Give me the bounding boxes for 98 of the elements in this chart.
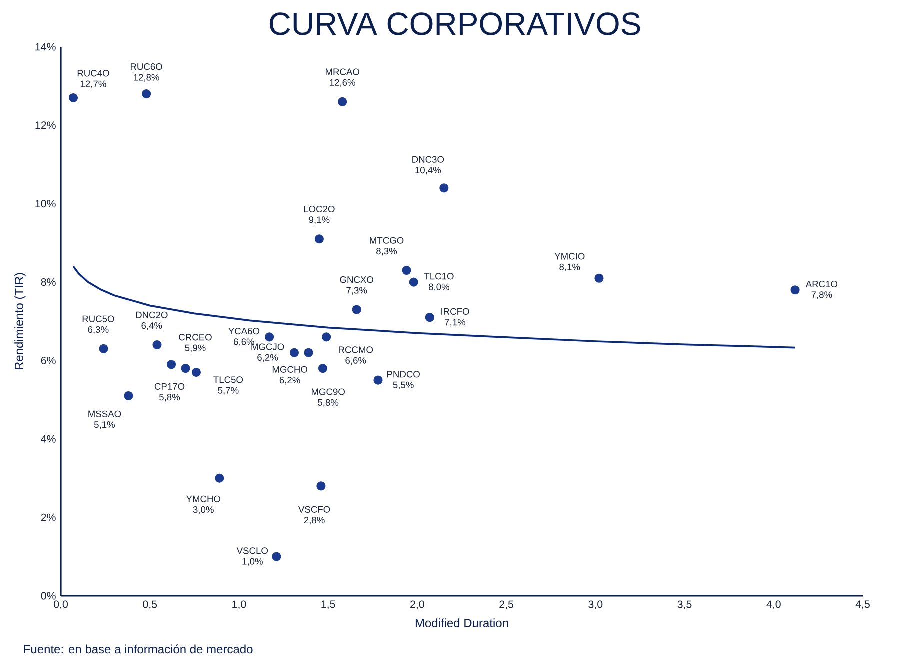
y-tick-label: 2% [41, 514, 56, 522]
x-axis-title: Modified Duration [416, 618, 508, 628]
series-label: YMCHO [186, 496, 221, 502]
data-label: 8,3% [376, 248, 398, 256]
point [338, 97, 348, 106]
data-label: 7,1% [445, 319, 466, 327]
point [124, 391, 134, 401]
data-label: 6,3% [88, 326, 109, 334]
series-label: MGCHO [272, 366, 308, 373]
y-tick-label: 0% [41, 592, 56, 600]
y-axis-title: Rendimiento (TIR) [14, 273, 26, 370]
point [425, 313, 434, 322]
text: YMCIO [554, 253, 585, 260]
series-label: YCA6O [228, 328, 260, 335]
text: MGC9O [312, 388, 345, 396]
data-label: 12,6% [330, 79, 356, 88]
data-label: 6,4% [142, 322, 162, 330]
data-label: 5,7% [218, 387, 239, 395]
x-tick-label: 3,5 [678, 600, 692, 610]
point [316, 482, 326, 491]
data-label: 5,5% [393, 382, 414, 390]
data-label: 8,0% [428, 284, 450, 292]
point [192, 368, 201, 378]
data-label: 7,8% [812, 292, 832, 300]
chart-title: CURVA CORPORATIVOS [270, 12, 640, 36]
point [142, 90, 152, 99]
point [215, 474, 224, 483]
point [374, 376, 383, 385]
point [402, 266, 412, 276]
series-label: MSSAO [88, 410, 122, 418]
data-label: 1,0% [242, 558, 263, 566]
y-tick-label: 4% [41, 435, 56, 443]
y-tick-label: 14% [36, 43, 56, 51]
series-label: CP17O [154, 383, 185, 390]
point [99, 344, 108, 354]
point [440, 184, 449, 193]
point [304, 348, 314, 358]
x-tick-label: 4,0 [766, 600, 781, 610]
y-tick-label: 8% [41, 278, 56, 286]
text: GNCXO [340, 276, 374, 284]
series-label: TLC5O [214, 376, 244, 384]
data-label: 7,3% [346, 287, 368, 295]
point [318, 364, 328, 374]
data-label: 8,1% [560, 264, 580, 272]
data-label: 12,8% [134, 74, 160, 82]
series-label: PNDCO [387, 371, 420, 378]
point [314, 234, 324, 244]
text: LOC2O [304, 206, 335, 213]
text: DNC3O [412, 156, 444, 163]
data-label: 5,8% [159, 394, 180, 402]
data-label: 2,8% [304, 517, 325, 525]
point [594, 274, 604, 283]
text: MTCGO [370, 237, 404, 244]
text: DNC2O [136, 312, 168, 318]
x-tick-label: 4,5 [856, 600, 870, 610]
data-label: 9,1% [309, 216, 330, 224]
data-label: 5,9% [185, 344, 206, 352]
point [181, 364, 190, 374]
text: MRCAO [326, 68, 360, 76]
data-label: 6,2% [258, 354, 278, 362]
data-label: 5,8% [318, 399, 339, 408]
point [272, 552, 282, 562]
x-tick-label: 0,5 [143, 600, 158, 610]
data-label: 5,1% [94, 422, 116, 430]
x-tick-label: 3,0 [588, 600, 603, 610]
series-label: VSCFO [298, 506, 330, 513]
x-tick-label: 1,0 [232, 600, 246, 610]
point [352, 305, 362, 314]
series-label: RCCMO [339, 346, 374, 354]
point [290, 348, 300, 358]
data-label: 6,2% [280, 377, 300, 385]
data-label: 12,7% [80, 80, 106, 88]
data-label: 3,0% [193, 506, 214, 514]
y-tick-label: 10% [36, 200, 56, 208]
point [68, 93, 78, 103]
series-label: RUC4O [78, 70, 110, 77]
text: RUC6O [130, 64, 162, 70]
x-tick-label: 2,5 [500, 600, 514, 610]
point [264, 332, 274, 342]
point [152, 340, 162, 350]
data-label: 6,6% [346, 357, 366, 366]
series-label: VSCLO [236, 548, 268, 554]
point [322, 332, 332, 342]
x-tick-label: 1,5 [322, 600, 336, 610]
point [790, 286, 800, 295]
text: RUC5O [82, 316, 114, 322]
x-tick-label: 0,0 [54, 600, 68, 610]
series-label: IRCFO [442, 308, 470, 315]
data-label: 10,4% [416, 166, 442, 175]
y-tick-label: 12% [36, 122, 56, 130]
series-label: ARC1O [806, 280, 838, 288]
y-tick-label: 6% [41, 356, 56, 364]
series-label: TLC1O [424, 273, 454, 280]
point [409, 278, 418, 287]
x-tick-label: 2,0 [410, 600, 424, 610]
text: CRCEO [179, 334, 212, 341]
source-note: Fuente: en base a información de mercado [24, 644, 253, 654]
point [166, 360, 176, 370]
